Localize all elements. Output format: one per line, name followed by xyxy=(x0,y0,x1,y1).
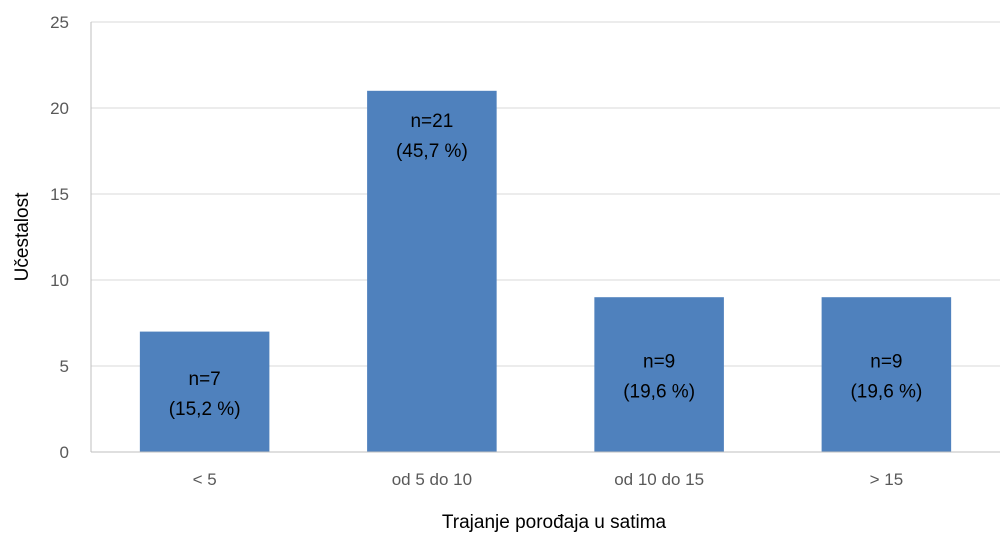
bar-data-label: (19,6 %) xyxy=(850,382,922,403)
x-tick-label: od 5 do 10 xyxy=(392,470,472,489)
bar xyxy=(367,90,497,453)
bar-data-label: (15,2 %) xyxy=(169,399,241,420)
bar xyxy=(594,297,724,452)
bar xyxy=(821,297,952,452)
bar-data-label: (19,6 %) xyxy=(623,382,695,403)
y-tick-label: 20 xyxy=(50,99,69,118)
bar-data-label: (45,7 %) xyxy=(396,141,468,162)
bar xyxy=(139,331,270,452)
bar-data-label: n=9 xyxy=(870,352,902,373)
x-tick-label: > 15 xyxy=(870,470,904,489)
bar-data-label: n=7 xyxy=(189,369,221,390)
bar-data-label: n=9 xyxy=(643,352,675,373)
x-tick-label: od 10 do 15 xyxy=(614,470,704,489)
y-tick-label: 5 xyxy=(60,357,69,376)
y-tick-label: 25 xyxy=(50,13,69,32)
y-tick-label: 10 xyxy=(50,271,69,290)
x-tick-label: < 5 xyxy=(193,470,217,489)
bar-data-label: n=21 xyxy=(410,111,453,132)
y-tick-label: 15 xyxy=(50,185,69,204)
y-tick-label: 0 xyxy=(60,443,69,462)
bar-data-labels: n=7 (15,2 %) n=21 (45,7 %) n=9 (19,6 %) n=9 (19… xyxy=(169,111,923,420)
y-axis-ticks: 0 5 10 15 20 25 xyxy=(50,13,69,462)
x-axis-title: Trajanje porođaja u satima xyxy=(442,512,667,533)
y-axis-title: Učestalost xyxy=(12,192,33,281)
x-axis-ticks: < 5 od 5 do 10 od 10 do 15 > 15 xyxy=(193,470,904,489)
bars xyxy=(139,90,952,453)
